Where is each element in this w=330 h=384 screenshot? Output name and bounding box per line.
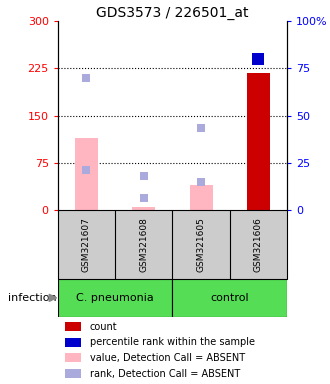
Bar	[190, 185, 213, 210]
Bar	[65, 338, 81, 347]
Title: GDS3573 / 226501_at: GDS3573 / 226501_at	[96, 6, 249, 20]
Bar	[65, 353, 81, 362]
Text: GSM321606: GSM321606	[254, 217, 263, 272]
Text: rank, Detection Call = ABSENT: rank, Detection Call = ABSENT	[90, 369, 240, 379]
Text: infection: infection	[8, 293, 57, 303]
Bar	[75, 138, 98, 210]
Text: value, Detection Call = ABSENT: value, Detection Call = ABSENT	[90, 353, 245, 363]
Bar	[58, 279, 173, 317]
Text: control: control	[211, 293, 249, 303]
Text: percentile rank within the sample: percentile rank within the sample	[90, 337, 255, 347]
Text: GSM321605: GSM321605	[197, 217, 206, 272]
Bar	[65, 369, 81, 378]
Bar	[65, 322, 81, 331]
Text: GSM321608: GSM321608	[139, 217, 148, 272]
Text: C. pneumonia: C. pneumonia	[76, 293, 154, 303]
Bar	[247, 73, 270, 210]
Text: count: count	[90, 321, 117, 331]
Bar	[132, 207, 155, 210]
Bar	[173, 279, 287, 317]
Text: GSM321607: GSM321607	[82, 217, 91, 272]
